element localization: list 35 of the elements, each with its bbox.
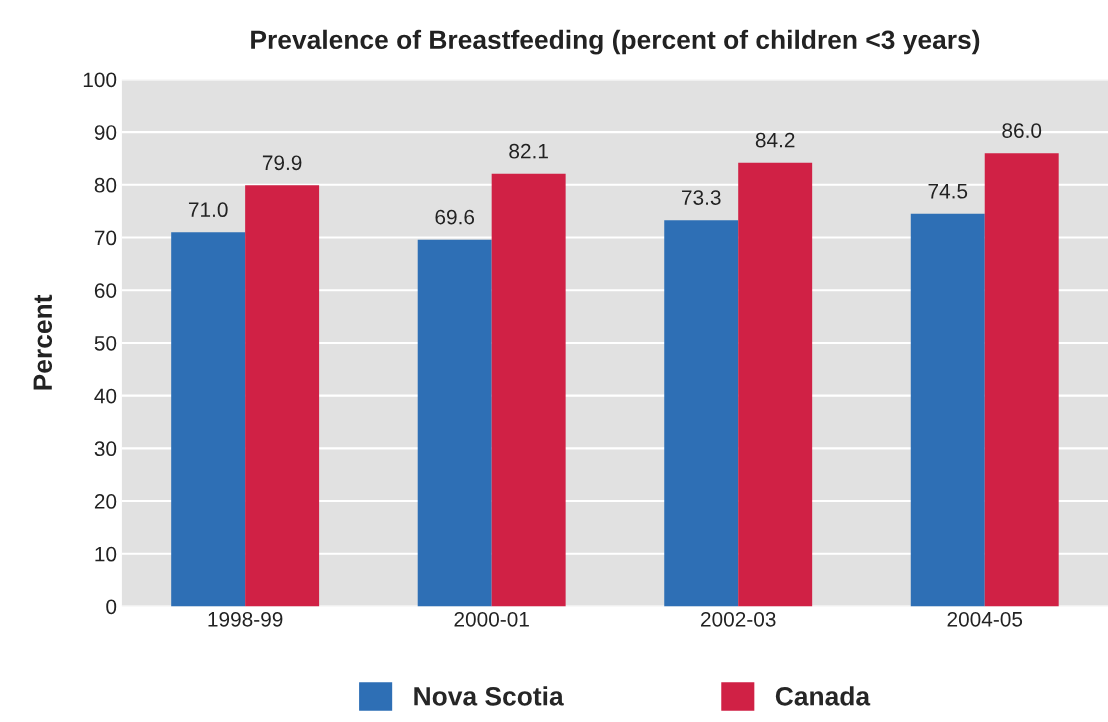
bar bbox=[417, 239, 492, 607]
y-tick-label: 70 bbox=[94, 230, 117, 246]
data-label: 84.2 bbox=[755, 132, 795, 148]
x-tick-label: 1998-99 bbox=[208, 611, 283, 627]
y-tick-label: 0 bbox=[106, 599, 117, 615]
bar bbox=[171, 232, 246, 607]
x-tick-label: 2002-03 bbox=[701, 611, 776, 627]
legend-label: Nova Scotia bbox=[414, 686, 564, 706]
data-label: 69.6 bbox=[435, 209, 475, 225]
bar bbox=[910, 213, 985, 607]
chart-title: Prevalence of Breastfeeding (percent of children <3 years) bbox=[251, 29, 980, 55]
bar bbox=[738, 162, 813, 607]
bar bbox=[984, 153, 1059, 607]
y-tick-label: 80 bbox=[94, 177, 117, 193]
y-tick-label: 100 bbox=[83, 72, 117, 88]
y-tick-label: 20 bbox=[94, 494, 117, 509]
y-tick-label: 50 bbox=[94, 335, 117, 351]
bar bbox=[491, 173, 566, 607]
legend-label: Canada bbox=[775, 686, 871, 706]
data-label: 73.3 bbox=[682, 190, 721, 205]
data-label: 74.5 bbox=[928, 184, 968, 199]
x-tick-label: 2004-05 bbox=[947, 611, 1023, 627]
x-tick-label: 2000-01 bbox=[454, 611, 529, 627]
y-axis-title: Percent bbox=[33, 294, 53, 390]
y-tick-label: 10 bbox=[95, 546, 117, 562]
data-label: 82.1 bbox=[509, 143, 548, 159]
y-tick-label: 40 bbox=[94, 388, 117, 404]
data-label: 86.0 bbox=[1002, 123, 1042, 138]
data-label: 71.0 bbox=[188, 202, 228, 218]
y-tick-label: 60 bbox=[94, 283, 117, 298]
bar bbox=[245, 185, 320, 607]
y-tick-label: 30 bbox=[94, 441, 117, 457]
y-tick-label: 90 bbox=[94, 125, 117, 140]
bar bbox=[664, 220, 739, 607]
data-label: 79.9 bbox=[262, 155, 302, 171]
